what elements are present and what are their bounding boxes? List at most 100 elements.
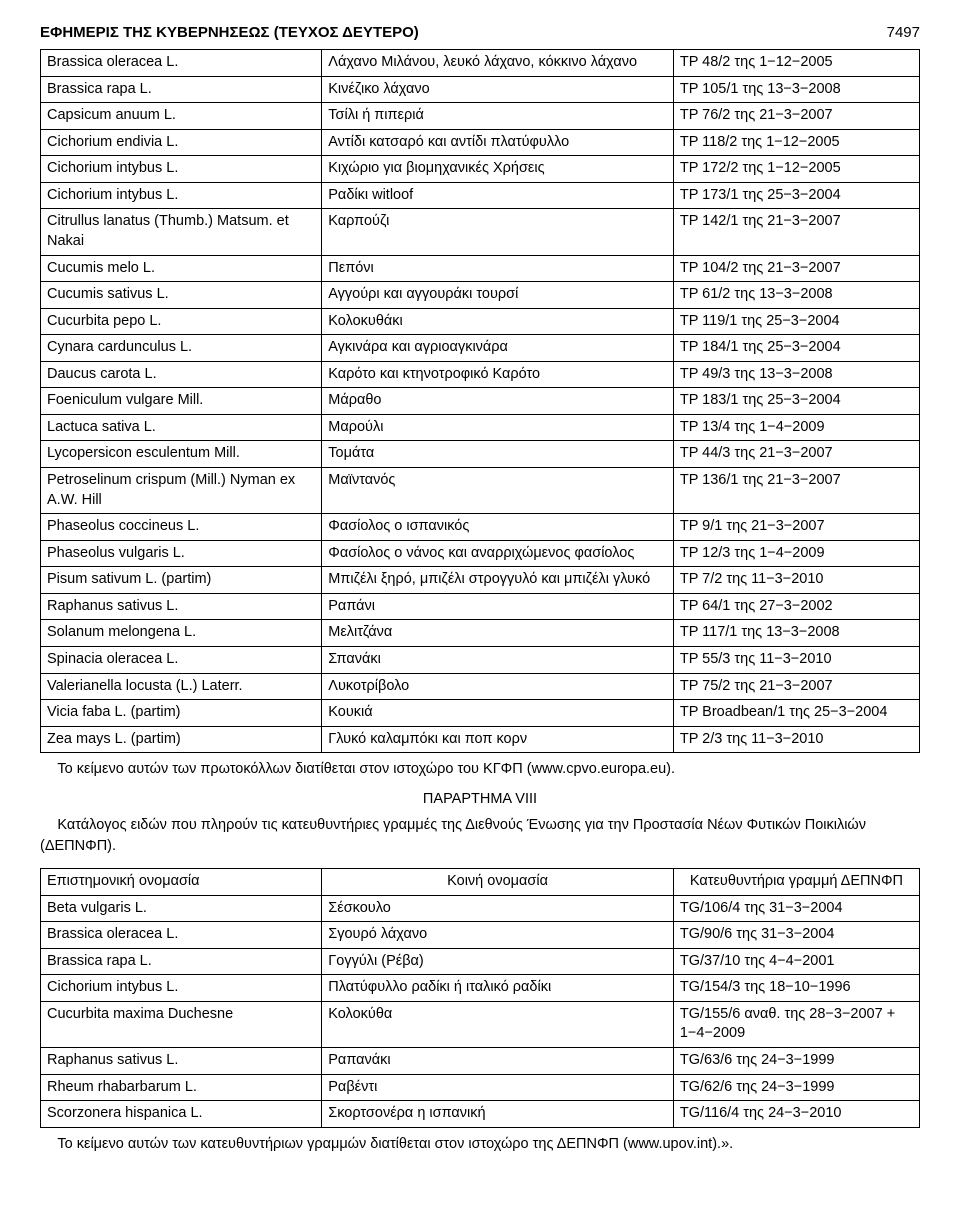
scientific-name: Spinacia oleracea L. xyxy=(41,646,322,673)
protocol-ref: TP 76/2 της 21−3−2007 xyxy=(673,103,919,130)
scientific-name: Cucumis melo L. xyxy=(41,255,322,282)
common-name: Ραδίκι witloof xyxy=(322,182,674,209)
common-name: Αντίδι κατσαρό και αντίδι πλατύφυλλο xyxy=(322,129,674,156)
protocol-ref: TP Broadbean/1 της 25−3−2004 xyxy=(673,700,919,727)
table-row: Lycopersicon esculentum Mill.ΤομάταTP 44… xyxy=(41,441,920,468)
common-name: Μπιζέλι ξηρό, μπιζέλι στρογγυλό και μπιζ… xyxy=(322,567,674,594)
scientific-name: Citrullus lanatus (Thumb.) Matsum. et Na… xyxy=(41,209,322,255)
scientific-name: Zea mays L. (partim) xyxy=(41,726,322,753)
guideline-ref: TG/62/6 της 24−3−1999 xyxy=(673,1074,919,1101)
table-row: Cichorium intybus L.Ραδίκι witloofTP 173… xyxy=(41,182,920,209)
main-species-table: Brassica oleracea L.Λάχανο Μιλάνου, λευκ… xyxy=(40,49,920,753)
common-name: Σγουρό λάχανο xyxy=(322,922,674,949)
protocol-ref: TP 9/1 της 21−3−2007 xyxy=(673,514,919,541)
scientific-name: Phaseolus vulgaris L. xyxy=(41,540,322,567)
guideline-ref: TG/155/6 αναθ. της 28−3−2007 + 1−4−2009 xyxy=(673,1001,919,1047)
scientific-name: Capsicum anuum L. xyxy=(41,103,322,130)
protocol-ref: TP 44/3 της 21−3−2007 xyxy=(673,441,919,468)
scientific-name: Foeniculum vulgare Mill. xyxy=(41,388,322,415)
protocol-ref: TP 117/1 της 13−3−2008 xyxy=(673,620,919,647)
protocol-ref: TP 2/3 της 11−3−2010 xyxy=(673,726,919,753)
scientific-name: Cichorium intybus L. xyxy=(41,182,322,209)
footnote-1: Το κείμενο αυτών των πρωτοκόλλων διατίθε… xyxy=(40,759,920,779)
scientific-name: Cichorium intybus L. xyxy=(41,156,322,183)
common-name: Μαϊντανός xyxy=(322,468,674,514)
common-name: Κολοκυθάκι xyxy=(322,308,674,335)
guideline-ref: TG/116/4 της 24−3−2010 xyxy=(673,1101,919,1128)
scientific-name: Brassica rapa L. xyxy=(41,948,322,975)
scientific-name: Scorzonera hispanica L. xyxy=(41,1101,322,1128)
scientific-name: Lycopersicon esculentum Mill. xyxy=(41,441,322,468)
protocol-ref: TP 75/2 της 21−3−2007 xyxy=(673,673,919,700)
table-row: Capsicum anuum L.Τσίλι ή πιπεριάTP 76/2 … xyxy=(41,103,920,130)
common-name: Τσίλι ή πιπεριά xyxy=(322,103,674,130)
scientific-name: Vicia faba L. (partim) xyxy=(41,700,322,727)
table-row: Cichorium endivia L.Αντίδι κατσαρό και α… xyxy=(41,129,920,156)
footnote-2: Το κείμενο αυτών των κατευθυντήριων γραμ… xyxy=(40,1134,920,1154)
common-name: Σέσκουλο xyxy=(322,895,674,922)
table-row: Cichorium intybus L.Κιχώριο για βιομηχαν… xyxy=(41,156,920,183)
guideline-ref: TG/106/4 της 31−3−2004 xyxy=(673,895,919,922)
table-row: Foeniculum vulgare Mill.ΜάραθοTP 183/1 τ… xyxy=(41,388,920,415)
protocol-ref: TP 184/1 της 25−3−2004 xyxy=(673,335,919,362)
table-row: Spinacia oleracea L.ΣπανάκιTP 55/3 της 1… xyxy=(41,646,920,673)
scientific-name: Cucurbita pepo L. xyxy=(41,308,322,335)
table-row: Brassica oleracea L.Λάχανο Μιλάνου, λευκ… xyxy=(41,50,920,77)
table-row: Cucurbita pepo L.ΚολοκυθάκιTP 119/1 της … xyxy=(41,308,920,335)
scientific-name: Pisum sativum L. (partim) xyxy=(41,567,322,594)
page-header: ΕΦΗΜΕΡΙΣ ΤΗΣ ΚΥΒΕΡΝΗΣΕΩΣ (ΤΕΥΧΟΣ ΔΕΥΤΕΡΟ… xyxy=(40,24,920,41)
scientific-name: Cichorium endivia L. xyxy=(41,129,322,156)
table-row: Vicia faba L. (partim)ΚουκιάTP Broadbean… xyxy=(41,700,920,727)
scientific-name: Petroselinum crispum (Mill.) Nyman ex A.… xyxy=(41,468,322,514)
table-row: Raphanus sativus L.ΡαπάνιTP 64/1 της 27−… xyxy=(41,593,920,620)
table-row: Petroselinum crispum (Mill.) Nyman ex A.… xyxy=(41,468,920,514)
annex-intro: Κατάλογος ειδών που πληρούν τις κατευθυν… xyxy=(40,815,920,856)
guideline-ref: TG/154/3 της 18−10−1996 xyxy=(673,975,919,1002)
table-row: Pisum sativum L. (partim)Μπιζέλι ξηρό, μ… xyxy=(41,567,920,594)
table-row: Daucus carota L.Καρότο και κτηνοτροφικό … xyxy=(41,361,920,388)
common-name: Σπανάκι xyxy=(322,646,674,673)
protocol-ref: TP 13/4 της 1−4−2009 xyxy=(673,414,919,441)
common-name: Γογγύλι (Ρέβα) xyxy=(322,948,674,975)
common-name: Σκορτσονέρα η ισπανική xyxy=(322,1101,674,1128)
annex-col-guideline: Κατευθυντήρια γραμμή ΔΕΠΝΦΠ xyxy=(673,869,919,896)
common-name: Μαρούλι xyxy=(322,414,674,441)
common-name: Ραβέντι xyxy=(322,1074,674,1101)
common-name: Ραπάνι xyxy=(322,593,674,620)
scientific-name: Daucus carota L. xyxy=(41,361,322,388)
scientific-name: Raphanus sativus L. xyxy=(41,1048,322,1075)
common-name: Κιχώριο για βιομηχανικές Χρήσεις xyxy=(322,156,674,183)
common-name: Γλυκό καλαμπόκι και ποπ κορν xyxy=(322,726,674,753)
common-name: Τομάτα xyxy=(322,441,674,468)
scientific-name: Brassica oleracea L. xyxy=(41,922,322,949)
table-row: Brassica rapa L.Γογγύλι (Ρέβα)TG/37/10 τ… xyxy=(41,948,920,975)
table-row: Cucurbita maxima DuchesneΚολοκύθαTG/155/… xyxy=(41,1001,920,1047)
scientific-name: Brassica rapa L. xyxy=(41,76,322,103)
common-name: Καρότο και κτηνοτροφικό Καρότο xyxy=(322,361,674,388)
protocol-ref: TP 172/2 της 1−12−2005 xyxy=(673,156,919,183)
protocol-ref: TP 105/1 της 13−3−2008 xyxy=(673,76,919,103)
table-row: Cichorium intybus L.Πλατύφυλλο ραδίκι ή … xyxy=(41,975,920,1002)
common-name: Μάραθο xyxy=(322,388,674,415)
common-name: Κινέζικο λάχανο xyxy=(322,76,674,103)
table-row: Beta vulgaris L.ΣέσκουλοTG/106/4 της 31−… xyxy=(41,895,920,922)
table-row: Valerianella locusta (L.) Laterr.Λυκοτρί… xyxy=(41,673,920,700)
scientific-name: Lactuca sativa L. xyxy=(41,414,322,441)
scientific-name: Cucurbita maxima Duchesne xyxy=(41,1001,322,1047)
common-name: Λάχανο Μιλάνου, λευκό λάχανο, κόκκινο λά… xyxy=(322,50,674,77)
common-name: Κολοκύθα xyxy=(322,1001,674,1047)
table-row: Phaseolus coccineus L.Φασίολος ο ισπανικ… xyxy=(41,514,920,541)
table-row: Lactuca sativa L.ΜαρούλιTP 13/4 της 1−4−… xyxy=(41,414,920,441)
common-name: Ραπανάκι xyxy=(322,1048,674,1075)
common-name: Καρπούζι xyxy=(322,209,674,255)
common-name: Φασίολος ο ισπανικός xyxy=(322,514,674,541)
table-row: Scorzonera hispanica L.Σκορτσονέρα η ισπ… xyxy=(41,1101,920,1128)
protocol-ref: TP 61/2 της 13−3−2008 xyxy=(673,282,919,309)
table-row: Citrullus lanatus (Thumb.) Matsum. et Na… xyxy=(41,209,920,255)
protocol-ref: TP 118/2 της 1−12−2005 xyxy=(673,129,919,156)
scientific-name: Beta vulgaris L. xyxy=(41,895,322,922)
protocol-ref: TP 55/3 της 11−3−2010 xyxy=(673,646,919,673)
protocol-ref: TP 136/1 της 21−3−2007 xyxy=(673,468,919,514)
scientific-name: Cichorium intybus L. xyxy=(41,975,322,1002)
scientific-name: Solanum melongena L. xyxy=(41,620,322,647)
